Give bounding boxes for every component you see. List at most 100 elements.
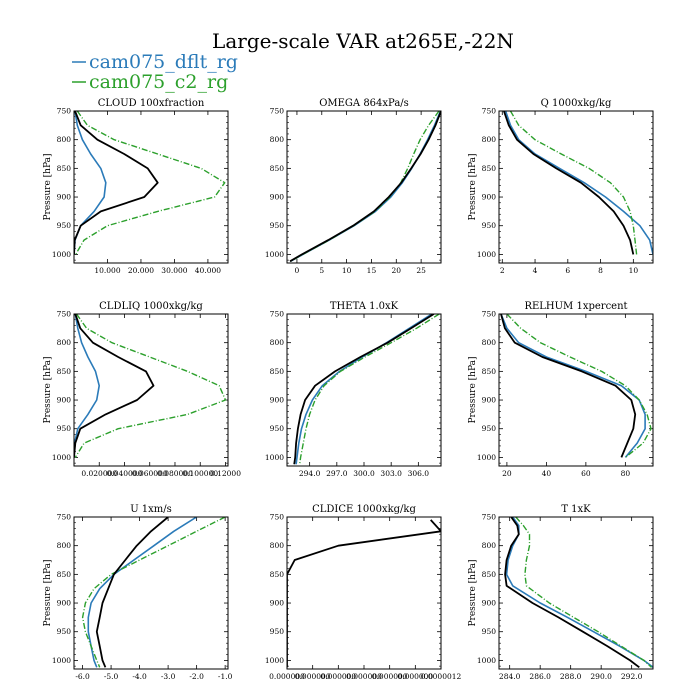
panel-title: CLDICE 1000xkg/kg (312, 504, 416, 515)
series-line-black (287, 519, 441, 668)
y-tick-label: 850 (270, 164, 285, 173)
series-group (503, 111, 653, 255)
y-tick-label: 800 (57, 135, 72, 144)
series-line-cam075_c2_rg (506, 314, 652, 458)
series-line-black (95, 517, 169, 668)
x-tick-label: 300.0 (353, 469, 375, 478)
panel-title: THETA 1.0xK (330, 301, 399, 312)
x-tick-label: 10 (629, 266, 639, 275)
series-group (293, 314, 440, 465)
x-tick-label: 0.080000 (157, 469, 193, 478)
x-tick-label: 0.000000 (346, 672, 382, 681)
series-line-black (74, 314, 155, 458)
x-tick-label: 80 (621, 469, 631, 478)
series-line-cam075_c2_rg (509, 111, 638, 255)
x-tick-label: -5.0 (104, 672, 119, 681)
y-tick-label: 800 (270, 541, 285, 550)
y-tick-label: 850 (57, 164, 72, 173)
panel-title: CLOUD 100xfraction (98, 98, 205, 109)
x-tick-label: 0.12000 (210, 469, 241, 478)
series-group (504, 517, 653, 669)
y-tick-label: 800 (270, 135, 285, 144)
y-tick-label: 800 (482, 135, 497, 144)
y-tick-label: 750 (57, 513, 72, 522)
x-tick-label: 40.000 (195, 266, 221, 275)
x-tick-label: 0.000000 (295, 672, 331, 681)
y-tick-label: 1000 (265, 656, 284, 665)
y-tick-label: 900 (270, 193, 285, 202)
x-tick-label: 288.0 (560, 672, 582, 681)
y-tick-label: 750 (270, 513, 285, 522)
x-tick-label: 294.0 (299, 469, 321, 478)
y-axis-label: Pressure [hPa] (43, 356, 53, 423)
y-tick-label: 750 (482, 310, 497, 319)
series-line-cam075_dflt_rg (74, 314, 100, 458)
series-line-black (74, 111, 159, 255)
x-tick-label: 2 (500, 266, 505, 275)
plot-frame (73, 110, 229, 264)
x-tick-label: 0.0000012 (421, 672, 462, 681)
y-tick-label: 900 (270, 599, 285, 608)
x-tick-label: 0 (295, 266, 300, 275)
plot-frame (498, 313, 654, 467)
y-tick-label: 950 (57, 221, 72, 230)
y-tick-label: 1000 (52, 250, 71, 259)
series-line-cam075_dflt_rg (504, 111, 653, 255)
panel-3: Q 1000xkg/kg Pressure [hPa] 750 800 850 900 95… (468, 98, 654, 275)
legend-label-dflt: cam075_dflt_rg (89, 51, 238, 73)
y-tick-label: 850 (57, 367, 72, 376)
y-tick-label: 850 (270, 570, 285, 579)
y-tick-label: 900 (482, 193, 497, 202)
y-tick-label: 1000 (52, 656, 71, 665)
legend: cam075_dflt_rg cam075_c2_rg (72, 51, 238, 93)
y-tick-label: 950 (482, 221, 497, 230)
series-line-cam075_c2_rg (74, 314, 227, 458)
plot-frame (286, 516, 442, 670)
x-tick-label: 0.040000 (107, 469, 143, 478)
y-tick-label: 1000 (265, 453, 284, 462)
y-tick-label: 800 (57, 338, 72, 347)
x-tick-label: 20 (502, 469, 512, 478)
y-tick-label: 1000 (477, 656, 496, 665)
x-tick-label: 10 (342, 266, 352, 275)
series-line-cam075_c2_rg (290, 111, 440, 262)
y-tick-label: 900 (57, 396, 72, 405)
panel-title: U 1xm/s (130, 504, 172, 515)
x-tick-label: 5 (319, 266, 324, 275)
y-tick-label: 750 (270, 107, 285, 116)
panel-title: RELHUM 1xpercent (524, 301, 627, 312)
series-line-cam075_dflt_rg (500, 314, 646, 458)
plot-frame (286, 313, 442, 467)
x-tick-label: 60 (581, 469, 591, 478)
y-tick-label: 900 (57, 193, 72, 202)
y-tick-label: 950 (57, 627, 72, 636)
x-tick-label: 292.0 (621, 672, 643, 681)
y-tick-label: 950 (270, 424, 285, 433)
series-line-cam075_c2_rg (75, 111, 226, 255)
y-tick-label: 850 (482, 164, 497, 173)
panel-6: RELHUM 1xpercent Pressure [hPa] 750 800 850 9… (468, 301, 654, 478)
x-tick-label: 4 (533, 266, 538, 275)
y-tick-label: 900 (270, 396, 285, 405)
series-group (287, 519, 441, 668)
x-tick-label: 6 (565, 266, 570, 275)
x-tick-label: -3.0 (161, 672, 176, 681)
x-tick-label: -4.0 (132, 672, 147, 681)
series-line-black (504, 517, 640, 669)
x-tick-label: 286.0 (529, 672, 551, 681)
y-tick-label: 950 (57, 424, 72, 433)
y-tick-label: 850 (482, 367, 497, 376)
panel-5: THETA 1.0xK 750 800 850 900 950 1000 294.0 297.0… (265, 301, 442, 478)
x-tick-label: 284.0 (499, 672, 521, 681)
plot-frame (73, 516, 229, 670)
panel-1: CLOUD 100xfraction Pressure [hPa] 750 800 85… (43, 98, 229, 275)
series-group (500, 314, 652, 458)
y-tick-label: 900 (482, 599, 497, 608)
series-line-cam075_c2_rg (515, 517, 652, 668)
x-tick-label: 0.020000 (81, 469, 117, 478)
panel-title: Q 1000xkg/kg (541, 98, 612, 109)
y-tick-label: 950 (270, 627, 285, 636)
x-tick-label: 40 (542, 469, 552, 478)
x-tick-label: 20 (392, 266, 402, 275)
x-tick-label: 25 (416, 266, 426, 275)
